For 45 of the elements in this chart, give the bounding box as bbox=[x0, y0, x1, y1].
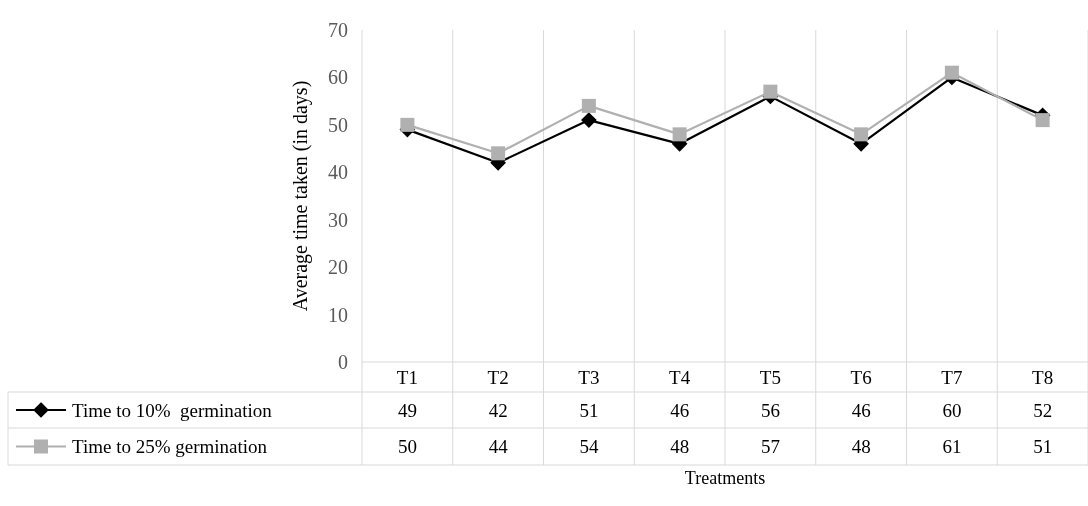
data-label: 49 bbox=[397, 399, 417, 421]
data-label: 46 bbox=[851, 399, 871, 421]
data-label: 56 bbox=[760, 399, 780, 421]
x-tick-label: T8 bbox=[1032, 366, 1054, 388]
point bbox=[1035, 113, 1050, 128]
data-label: 48 bbox=[670, 436, 690, 458]
y-tick-label: 20 bbox=[328, 256, 348, 279]
data-label: 48 bbox=[851, 436, 871, 458]
x-axis-title: Treatments bbox=[684, 468, 766, 489]
data-label: 51 bbox=[579, 399, 599, 421]
point bbox=[491, 146, 506, 161]
data-label: 51 bbox=[1033, 436, 1053, 458]
point bbox=[672, 127, 687, 142]
legend-label: Time to 25% germination bbox=[72, 436, 268, 458]
data-label: 50 bbox=[397, 436, 417, 458]
x-tick-label: T5 bbox=[759, 366, 781, 388]
data-label: 42 bbox=[488, 399, 508, 421]
data-label: 44 bbox=[488, 436, 509, 458]
x-tick-label: T1 bbox=[396, 366, 418, 388]
point bbox=[400, 117, 415, 132]
legend-label: Time to 10% germination bbox=[72, 399, 273, 421]
data-label: 57 bbox=[760, 436, 780, 458]
x-tick-label: T3 bbox=[578, 366, 600, 388]
point bbox=[944, 65, 959, 80]
x-tick-label: T4 bbox=[669, 366, 691, 388]
y-tick-label: 0 bbox=[338, 351, 348, 373]
x-tick-label: T7 bbox=[941, 366, 963, 388]
data-label: 60 bbox=[942, 399, 962, 421]
data-label: 46 bbox=[670, 399, 690, 421]
point bbox=[854, 127, 869, 142]
point bbox=[763, 84, 778, 99]
y-tick-label: 70 bbox=[328, 19, 348, 41]
y-axis-title: Average time taken (in days) bbox=[289, 80, 312, 312]
y-tick-label: 30 bbox=[328, 208, 348, 231]
y-tick-label: 10 bbox=[328, 303, 348, 326]
data-label: 61 bbox=[942, 436, 962, 458]
data-label: 54 bbox=[579, 436, 599, 458]
y-tick-label: 50 bbox=[328, 113, 348, 136]
x-tick-label: T2 bbox=[487, 366, 509, 388]
y-tick-label: 40 bbox=[328, 161, 348, 184]
x-tick-label: T6 bbox=[850, 366, 872, 388]
data-label: 52 bbox=[1033, 399, 1053, 421]
point bbox=[581, 112, 597, 128]
point bbox=[581, 98, 596, 113]
y-tick-label: 60 bbox=[328, 66, 348, 89]
